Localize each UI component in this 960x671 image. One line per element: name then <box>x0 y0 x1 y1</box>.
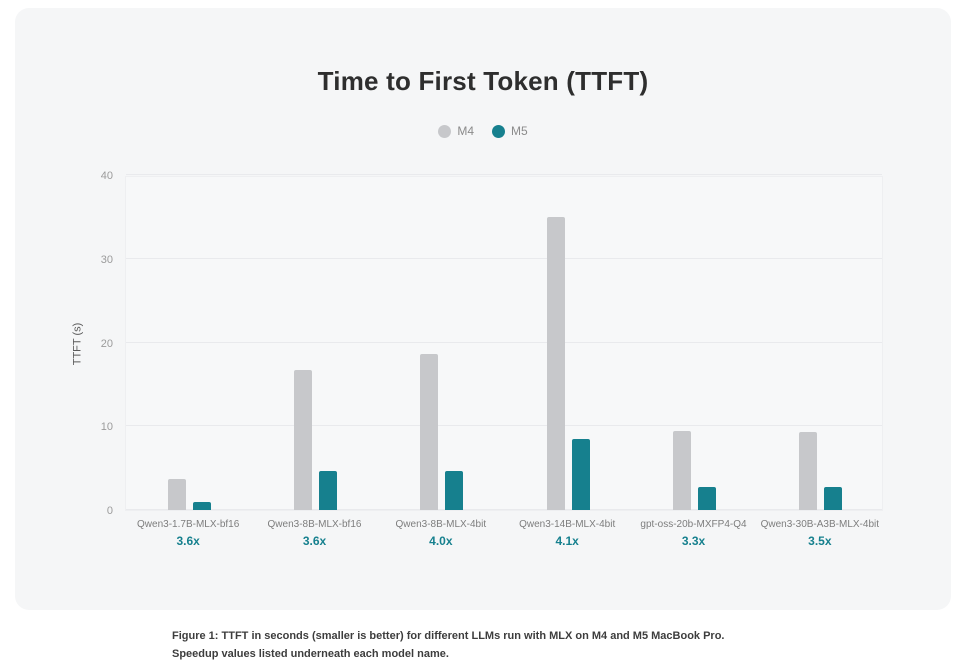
y-tick-label: 40 <box>100 170 113 182</box>
speedup-label: 3.6x <box>176 534 200 548</box>
y-tick-label: 20 <box>100 337 113 350</box>
x-axis-label-group: Qwen3-30B-A3B-MLX-4bit 3.5x <box>745 511 895 548</box>
chart-title: Time to First Token (TTFT) <box>317 66 649 96</box>
x-axis-label-group: Qwen3-8B-MLX-4bit 4.0x <box>366 511 516 548</box>
model-name-label: gpt-oss-20b-MXFP4-Q4 <box>640 519 747 530</box>
x-axis-labels: Qwen3-1.7B-MLX-bf16 3.6x Qwen3-8B-MLX-bf16… <box>125 511 883 561</box>
legend-label: M4 <box>457 124 474 138</box>
legend-dot-m5-icon <box>492 124 505 138</box>
bar-m5-Qwen3-8B-MLX-4bit <box>445 471 464 510</box>
figure-caption: Figure 1: TTFT in seconds (smaller is be… <box>172 630 725 661</box>
bar-m4-gpt-oss-20b-MXFP4-Q4 <box>673 431 691 510</box>
bar-m4-Qwen3-8B-MLX-bf16 <box>294 370 312 510</box>
x-axis-label-group: Qwen3-8B-MLX-bf16 3.6x <box>240 511 390 548</box>
legend-dot-m4-icon <box>438 124 452 138</box>
model-name-label: Qwen3-8B-MLX-4bit <box>395 519 487 530</box>
y-axis-ticks: 0 10 20 30 40 <box>71 170 119 517</box>
bar-m5-gpt-oss-20b-MXFP4-Q4 <box>698 486 716 510</box>
bar-m5-Qwen3-30B-A3B-MLX-4bit <box>824 487 843 510</box>
y-tick-label: 0 <box>106 505 113 517</box>
bar-m4-Qwen3-8B-MLX-4bit <box>420 354 439 510</box>
speedup-label: 3.3x <box>681 534 706 548</box>
speedup-label: 4.1x <box>555 534 579 548</box>
bar-m5-Qwen3-1.7B-MLX-bf16 <box>192 501 211 510</box>
gridline <box>126 509 882 510</box>
legend: M4 M5 <box>15 124 951 138</box>
legend-item-m5[interactable]: M5 <box>492 124 528 138</box>
x-axis-label-group: Qwen3-14B-MLX-4bit 4.1x <box>492 511 642 548</box>
bar-m5-Qwen3-8B-MLX-bf16 <box>319 471 337 510</box>
model-name-label: Qwen3-30B-A3B-MLX-4bit <box>760 519 880 530</box>
model-name-label: Qwen3-1.7B-MLX-bf16 <box>137 519 240 530</box>
gridline <box>126 257 882 259</box>
bar-m4-Qwen3-30B-A3B-MLX-4bit <box>799 432 818 510</box>
x-axis-label-group: Qwen3-1.7B-MLX-bf16 3.6x <box>113 511 263 548</box>
gridline <box>126 341 882 343</box>
model-name-label: Qwen3-14B-MLX-4bit <box>519 519 616 530</box>
legend-label: M5 <box>511 124 528 138</box>
chart-card: Time to First Token (TTFT) M4 M5 TTFT (s)… <box>15 8 951 610</box>
speedup-label: 3.5x <box>808 534 832 548</box>
gridline <box>126 425 882 427</box>
y-tick-label: 30 <box>100 253 113 266</box>
gridline <box>126 174 882 175</box>
bar-m4-Qwen3-14B-MLX-4bit <box>546 216 565 510</box>
legend-item-m4[interactable]: M4 <box>438 124 474 138</box>
speedup-label: 3.6x <box>302 534 327 548</box>
y-tick-label: 10 <box>100 421 113 434</box>
bar-m4-Qwen3-1.7B-MLX-bf16 <box>167 479 186 510</box>
speedup-label: 4.0x <box>429 534 453 548</box>
plot-area <box>125 174 883 511</box>
x-axis-label-group: gpt-oss-20b-MXFP4-Q4 3.3x <box>619 511 769 548</box>
bar-m5-Qwen3-14B-MLX-4bit <box>571 438 590 510</box>
model-name-label: Qwen3-8B-MLX-bf16 <box>267 519 362 530</box>
